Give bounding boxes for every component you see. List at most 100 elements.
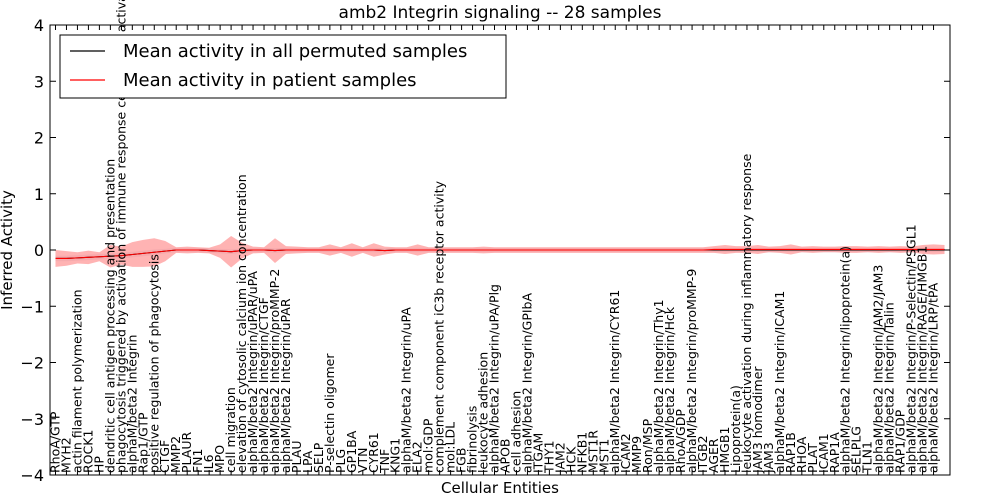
x-tick-label: alphaM/beta2 Integrin/LRP/tPA bbox=[926, 282, 941, 473]
x-tick-label: LPA bbox=[300, 450, 315, 473]
x-tick-label: HMGB1 bbox=[717, 427, 732, 473]
x-tick-label: Ron/MSP bbox=[640, 418, 655, 473]
x-tick-label: leukocyte activation during inflammatory… bbox=[739, 153, 754, 473]
x-tick-label: Lipoprotein(a) bbox=[728, 385, 743, 473]
x-tick-label: IL6 bbox=[201, 454, 216, 473]
x-tick-label: RAP1A bbox=[827, 432, 842, 473]
x-tick-label: PLAU bbox=[289, 441, 304, 474]
x-tick-label: PLG bbox=[333, 449, 348, 473]
x-tick-label: alphaM/beta2 Integrin/uPAR bbox=[278, 298, 293, 473]
x-tick-label: MYH2 bbox=[58, 437, 73, 473]
x-tick-label: alphaM/beta2 Integrin/CYR61 bbox=[607, 290, 622, 473]
x-tick-label: alphaM/beta2 Integrin/proMMP-2 bbox=[267, 269, 282, 473]
x-tick-label: NFKB1 bbox=[574, 432, 589, 473]
legend-label-permuted: Mean activity in all permuted samples bbox=[123, 41, 467, 62]
x-tick-label: alphaM/beta2 Integrin/RAGE/HMGB1 bbox=[915, 246, 930, 473]
x-tick-label: PLAT bbox=[805, 443, 820, 473]
x-tick-label: RAP1B bbox=[783, 432, 798, 473]
x-tick-label: positive regulation of phagocytosis bbox=[146, 254, 161, 473]
x-tick-label: alphaM/beta2 Integrin/Thy1 bbox=[651, 299, 666, 473]
x-tick-label: VTN bbox=[355, 447, 370, 473]
y-tick-label: 1 bbox=[34, 185, 44, 204]
x-tick-label: alphaM/beta2 Integrin/ICAM1 bbox=[772, 291, 787, 473]
y-tick-label: −1 bbox=[20, 297, 44, 316]
x-tick-label: actin filament polymerization bbox=[69, 289, 84, 473]
x-tick-label: cell adhesion bbox=[508, 391, 523, 473]
x-tick-label: ITGAM bbox=[530, 433, 545, 473]
x-tick-label: complement component iC3b receptor activ… bbox=[432, 180, 447, 473]
x-tick-label: cell migration bbox=[223, 387, 238, 473]
x-tick-label: alphaM/beta2 Integrin bbox=[124, 335, 139, 473]
x-tick-label: alphaM/beta2 Integrin/Hck bbox=[662, 306, 677, 473]
y-tick-label: −4 bbox=[20, 466, 44, 485]
x-tick-label: ICAM2 bbox=[618, 433, 633, 473]
x-tick-label: MMP2 bbox=[168, 436, 183, 473]
y-tick-label: 0 bbox=[34, 241, 44, 260]
x-tick-label: AGER bbox=[706, 438, 721, 473]
x-tick-label: alphaM/beta2 Integrin/uPA/Plg bbox=[487, 284, 502, 473]
x-tick-label: JAM2 bbox=[552, 442, 567, 474]
x-tick-label: MPO bbox=[212, 445, 227, 473]
x-tick-label: FN1 bbox=[190, 449, 205, 474]
x-tick-label: Rap1/GTP bbox=[135, 412, 150, 473]
x-axis-label: Cellular Entities bbox=[441, 479, 559, 497]
x-tick-label: P-selectin oligomer bbox=[322, 353, 337, 473]
x-tick-label: JAM3 homodimer bbox=[750, 366, 765, 474]
x-tick-label: GP1BA bbox=[344, 430, 359, 473]
x-tick-label: alphaM/beta2 Integrin/GPIbA bbox=[519, 293, 534, 473]
x-tick-label: alphaM/beta2 Integrin/lipoprotein(a) bbox=[838, 246, 853, 473]
x-tick-label: RhoA/GTP bbox=[47, 411, 62, 473]
y-tick-label: 3 bbox=[34, 72, 44, 91]
y-tick-label: 4 bbox=[34, 16, 44, 35]
x-tick-label: ICAM1 bbox=[816, 433, 831, 473]
x-tick-label: MST1R bbox=[585, 430, 600, 473]
x-tick-label: APOB bbox=[497, 438, 512, 473]
x-tick-label: SELPLG bbox=[849, 426, 864, 473]
x-tick-label: KNG1 bbox=[388, 438, 403, 473]
x-tick-label: ITGB2 bbox=[695, 435, 710, 473]
x-tick-label: mol:GDP bbox=[421, 418, 436, 473]
x-tick-label: HP bbox=[91, 456, 106, 473]
legend-label-patient: Mean activity in patient samples bbox=[123, 70, 417, 91]
x-tick-label: RHOA bbox=[794, 436, 809, 473]
x-tick-label: THY1 bbox=[541, 440, 556, 474]
x-tick-label: CYR61 bbox=[366, 432, 381, 473]
x-tick-label: TNF bbox=[377, 449, 392, 474]
x-tick-label: alphaM/beta2 Integrin/uPAR/uPA bbox=[245, 271, 260, 473]
x-tick-label: alphaM/beta2 Integrin/Talin bbox=[882, 302, 897, 473]
series-line-patient bbox=[55, 248, 945, 259]
chart-title: amb2 Integrin signaling -- 28 samples bbox=[339, 3, 662, 23]
x-tick-label: PLAUR bbox=[179, 432, 194, 473]
x-tick-label: CTGF bbox=[157, 440, 172, 473]
x-tick-label: alphaM/beta2 Integrin/CTGF bbox=[256, 297, 271, 473]
x-tick-label: ELA2 bbox=[410, 441, 425, 473]
x-tick-label: alphaM/beta2 Integrin/JAM2/JAM3 bbox=[871, 265, 886, 473]
y-tick-label: 2 bbox=[34, 129, 44, 148]
y-axis-label: Inferred Activity bbox=[0, 190, 16, 310]
x-tick-label: alphaM/beta2 Integrin/P-Selectin/PSGL1 bbox=[904, 224, 919, 473]
confidence-band-patient bbox=[55, 235, 945, 268]
x-tick-label: leukocyte adhesion bbox=[476, 352, 491, 473]
x-tick-label: MMP9 bbox=[629, 436, 644, 473]
x-tick-label: dendritic cell antigen processing and pr… bbox=[102, 159, 117, 473]
x-tick-label: MST1 bbox=[596, 439, 611, 473]
x-tick-label: ROCK1 bbox=[80, 430, 95, 473]
legend-box bbox=[59, 34, 507, 99]
x-tick-label: elevation of cytosolic calcium ion conce… bbox=[234, 174, 249, 473]
x-tick-label: phagocytosis triggered by activation of … bbox=[113, 0, 128, 473]
x-tick-label: HCK bbox=[563, 446, 578, 473]
x-tick-label: mol:LDL bbox=[443, 422, 458, 473]
x-tick-label: FGB bbox=[454, 448, 469, 473]
x-tick-label: alphaM/beta2 Integrin/uPA bbox=[399, 307, 414, 473]
x-tick-label: TLN1 bbox=[860, 441, 875, 474]
x-tick-label: alphaM/beta2 Integrin/proMMP-9 bbox=[684, 269, 699, 473]
x-tick-label: fibrinolysis bbox=[465, 406, 480, 473]
legend: Mean activity in all permuted samples Me… bbox=[59, 34, 507, 99]
x-tick-label: SELP bbox=[311, 442, 326, 473]
x-tick-label: JAM3 bbox=[761, 442, 776, 474]
y-tick-label: −3 bbox=[20, 410, 44, 429]
x-tick-label: RAP1/GDP bbox=[893, 409, 908, 473]
y-tick-label: −2 bbox=[20, 354, 44, 373]
x-tick-label: RhoA/GDP bbox=[673, 409, 688, 473]
